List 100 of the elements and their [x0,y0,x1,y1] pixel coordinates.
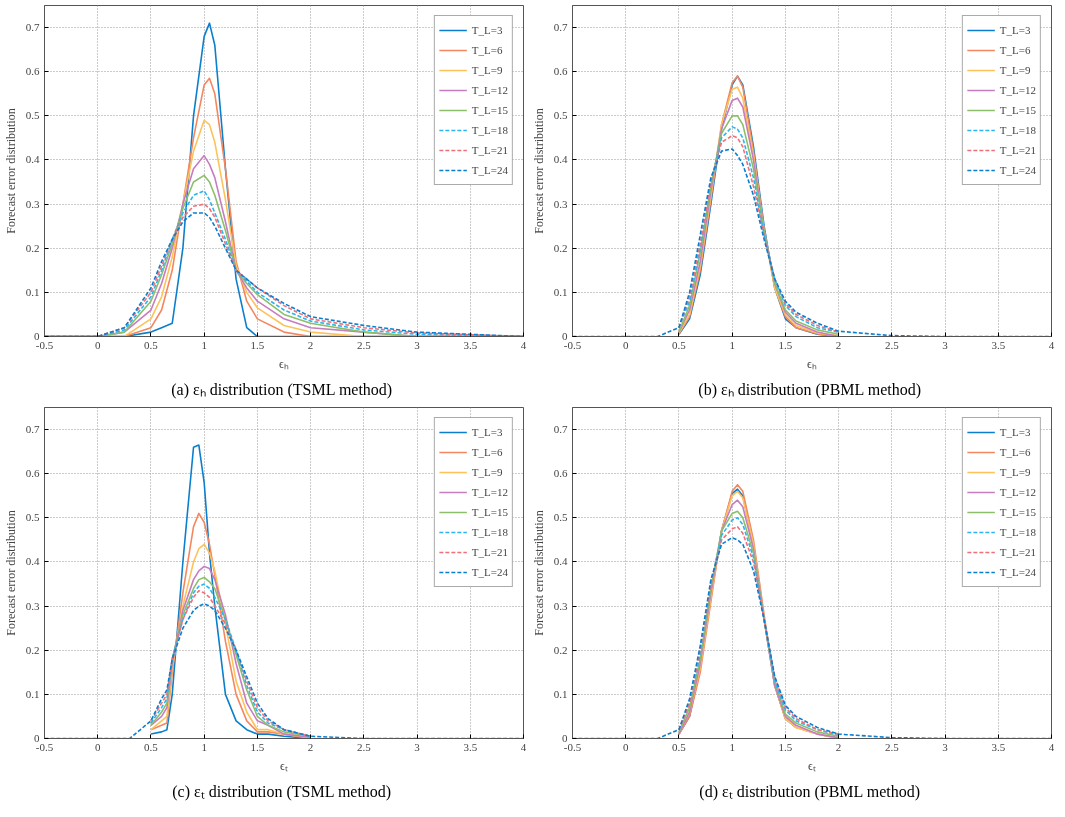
x-tick-label: 1.5 [778,740,793,753]
legend-label: T_L=3 [471,24,503,36]
legend-label: T_L=24 [999,566,1036,578]
x-tick-label: 2 [835,740,842,753]
legend-label: T_L=9 [471,64,503,76]
legend-label: T_L=6 [999,44,1031,56]
y-tick-label: 0.7 [25,423,40,436]
legend-label: T_L=9 [471,466,503,478]
text: (b) εₕ distribution (PBML method) [698,380,922,399]
x-tick-label: 4 [1048,740,1055,753]
y-axis-title: Forecast error distribution [3,510,18,636]
legend-label: T_L=15 [999,104,1036,116]
legend-label: T_L=21 [471,546,508,558]
legend-label: T_L=6 [471,446,503,458]
legend-label: T_L=21 [999,546,1036,558]
x-tick-label: 2.5 [356,338,372,351]
y-axis-title: Forecast error distribution [531,108,546,234]
y-tick-label: 0.2 [25,643,40,656]
legend-label: T_L=18 [471,526,508,538]
x-tick-label: 2.5 [884,338,900,351]
y-tick-label: 0.6 [25,65,40,78]
legend-label: T_L=3 [471,426,503,438]
x-tick-label: 2 [835,338,842,351]
y-tick-label: 0.1 [25,285,40,298]
x-tick-label: 2 [307,338,314,351]
x-tick-label: 3 [942,338,949,351]
legend-label: T_L=24 [471,566,508,578]
x-tick-label: 1.5 [250,338,265,351]
x-tick-label: 2.5 [356,740,372,753]
x-tick-label: 2 [307,740,314,753]
legend-label: T_L=15 [471,506,508,518]
y-tick-label: 0.3 [553,197,568,210]
x-tick-label: 3.5 [463,338,478,351]
x-tick-label: 0.5 [144,338,159,351]
x-axis-title: ϵₜ [280,758,288,773]
y-tick-label: 0.2 [553,241,568,254]
x-axis-title: ϵₕ [807,356,817,371]
legend-label: T_L=21 [999,144,1036,156]
legend-label: T_L=18 [471,124,508,136]
text: (d) εₜ distribution (PBML method) [699,782,921,801]
x-tick-label: 0.5 [672,740,687,753]
x-tick-label: 4 [520,740,527,753]
x-tick-label: 3 [414,338,421,351]
x-tick-label: 1 [729,740,735,753]
legend-label: T_L=24 [999,164,1036,176]
legend-label: T_L=24 [471,164,508,176]
y-tick-label: 0.7 [553,21,568,34]
y-tick-label: 0.5 [553,511,568,524]
y-tick-label: 0 [34,330,40,342]
y-tick-label: 0.1 [553,285,568,298]
legend-label: T_L=15 [471,104,508,116]
x-tick-label: 3.5 [991,740,1006,753]
x-tick-label: 0 [622,740,629,753]
legend-label: T_L=9 [999,466,1031,478]
x-tick-label: 1 [729,338,735,351]
x-tick-label: 4 [520,338,527,351]
y-tick-label: 0.3 [553,599,568,612]
y-tick-label: 0.6 [25,467,40,480]
y-tick-label: 0.3 [25,599,40,612]
y-tick-label: 0.2 [25,241,40,254]
x-tick-label: 3.5 [463,740,478,753]
legend-label: T_L=18 [999,526,1036,538]
x-tick-label: 1.5 [250,740,265,753]
legend-label: T_L=6 [999,446,1031,458]
y-tick-label: 0.4 [25,153,40,166]
y-tick-label: 0.4 [25,555,40,568]
text: (a) εₕ distribution (TSML method) [171,380,393,399]
legend-label: T_L=18 [999,124,1036,136]
x-tick-label: 1.5 [778,338,793,351]
y-tick-label: 0.6 [553,65,568,78]
legend-label: T_L=21 [471,144,508,156]
x-tick-label: 0.5 [672,338,687,351]
y-tick-label: 0.7 [25,21,40,34]
legend-label: T_L=12 [471,84,508,96]
x-axis-title: ϵₕ [279,356,289,371]
y-tick-label: 0.6 [553,467,568,480]
y-axis-title: Forecast error distribution [3,108,18,234]
x-tick-label: 1 [201,740,207,753]
legend-label: T_L=15 [999,506,1036,518]
y-tick-label: 0.4 [553,555,568,568]
x-tick-label: 4 [1048,338,1055,351]
y-tick-label: 0 [34,732,40,744]
y-tick-label: 0.3 [25,197,40,210]
y-tick-label: 0.5 [553,109,568,122]
x-tick-label: 3 [942,740,949,753]
y-tick-label: 0.7 [553,423,568,436]
text: (c) εₜ distribution (TSML method) [172,782,392,801]
y-tick-label: 0.1 [25,687,40,700]
x-tick-label: 1 [201,338,207,351]
x-axis-title: ϵₜ [808,758,816,773]
legend-label: T_L=3 [999,426,1031,438]
legend-label: T_L=12 [471,486,508,498]
legend-label: T_L=12 [999,84,1036,96]
x-tick-label: 0 [94,338,101,351]
x-tick-label: 3.5 [991,338,1006,351]
x-tick-label: 2.5 [884,740,900,753]
y-tick-label: 0.1 [553,687,568,700]
legend-label: T_L=9 [999,64,1031,76]
y-tick-label: 0 [562,732,568,744]
legend-label: T_L=6 [471,44,503,56]
